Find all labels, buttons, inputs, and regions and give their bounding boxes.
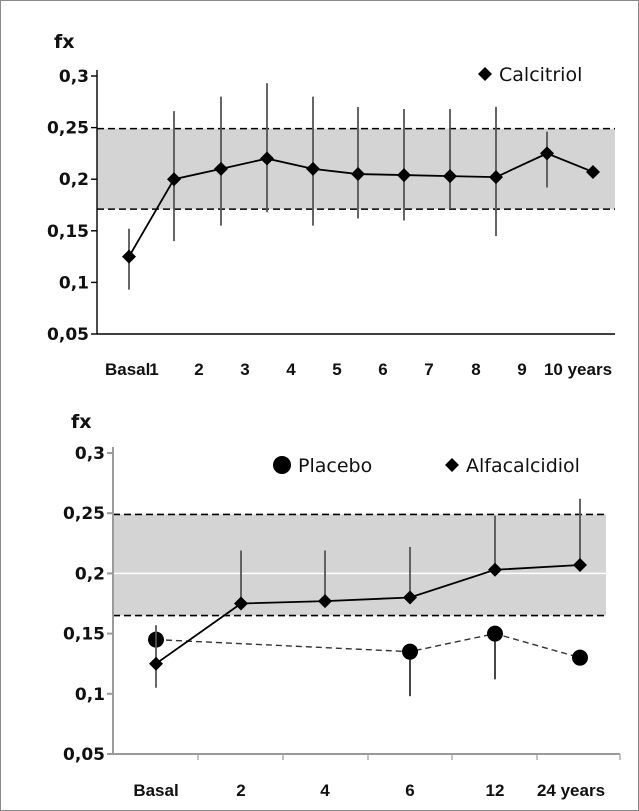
x-tick-label: 6 <box>378 360 387 379</box>
x-tick-label: 12 <box>486 781 505 800</box>
y-tick-label: 0,2 <box>75 564 105 584</box>
x-tick-label: 7 <box>424 360 433 379</box>
y-tick-label: 0,05 <box>63 745 105 765</box>
legend-label: Calcitriol <box>499 64 582 86</box>
data-point-diamond <box>397 168 411 183</box>
data-point-circle <box>487 625 503 642</box>
y-tick-label: 0,25 <box>63 504 105 524</box>
data-point-diamond <box>489 170 503 185</box>
legend-marker-diamond <box>478 67 492 81</box>
legend-label: Placebo <box>298 455 372 477</box>
y-axis-label: fx <box>71 411 92 433</box>
y-tick-label: 0,3 <box>75 444 105 464</box>
x-tick-label: 2 <box>194 360 203 379</box>
y-tick-label: 0,2 <box>59 170 89 190</box>
x-tick-label: 6 <box>405 781 414 800</box>
data-point-circle <box>572 649 588 666</box>
data-point-diamond <box>318 594 332 609</box>
data-point-diamond <box>573 557 587 572</box>
x-tick-label: 4 <box>286 360 296 379</box>
y-tick-label: 0,3 <box>59 67 89 87</box>
data-point-diamond <box>488 562 502 577</box>
x-tick-label: 1 <box>149 360 158 379</box>
x-tick-label: 5 <box>332 360 341 379</box>
series-line-1 <box>155 564 581 665</box>
data-point-diamond <box>540 146 554 161</box>
y-axis-label: fx <box>54 31 75 53</box>
data-point-diamond <box>234 596 248 611</box>
x-tick-label: 10 years <box>544 360 612 379</box>
legend-label: Alfacalcidiol <box>466 455 580 477</box>
x-tick-label: 4 <box>320 781 330 800</box>
data-point-diamond <box>586 164 600 179</box>
data-point-diamond <box>306 161 320 176</box>
data-point-circle <box>402 643 418 660</box>
x-tick-label: 9 <box>517 360 526 379</box>
reference-band <box>113 514 606 616</box>
x-tick-label: Basal <box>133 781 178 800</box>
y-tick-label: 0,1 <box>75 685 105 705</box>
y-tick-label: 0,05 <box>47 325 89 345</box>
reference-band <box>97 128 615 210</box>
y-tick-label: 0,25 <box>47 119 89 139</box>
data-point-diamond <box>214 161 228 176</box>
data-point-diamond <box>351 167 365 182</box>
y-tick-label: 0,15 <box>47 222 89 242</box>
legend-marker-circle <box>273 456 291 474</box>
data-point-diamond <box>403 590 417 605</box>
y-tick-label: 0,15 <box>63 625 105 645</box>
data-point-diamond <box>443 169 457 184</box>
x-tick-label: 24 years <box>537 781 605 800</box>
x-tick-label: 8 <box>471 360 480 379</box>
data-point-diamond <box>122 249 136 264</box>
legend-marker-diamond <box>445 458 459 472</box>
data-point-diamond <box>149 656 163 671</box>
x-tick-label: 2 <box>236 781 245 800</box>
y-tick-label: 0,1 <box>59 273 89 293</box>
x-tick-label: 3 <box>240 360 249 379</box>
data-point-diamond <box>167 172 181 187</box>
series-line-0 <box>155 632 581 659</box>
x-tick-label: Basal <box>105 360 150 379</box>
alfacalcidiol-placebo-chart: 0,05 0,1 0,15 0,2 0,25 0,3 fx Basal 2 4 6 12 24 year… <box>63 411 621 800</box>
data-point-diamond <box>260 151 274 166</box>
